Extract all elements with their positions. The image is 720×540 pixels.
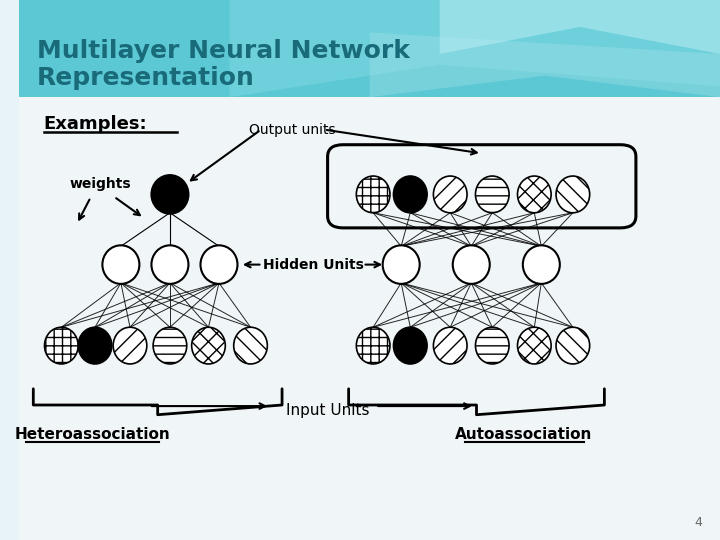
Ellipse shape <box>475 176 509 213</box>
Ellipse shape <box>234 327 267 364</box>
Ellipse shape <box>393 327 427 364</box>
Ellipse shape <box>453 245 490 284</box>
Polygon shape <box>369 32 720 97</box>
Ellipse shape <box>556 176 590 213</box>
Ellipse shape <box>45 327 78 364</box>
Ellipse shape <box>523 245 560 284</box>
Text: Input Units: Input Units <box>286 403 369 418</box>
Ellipse shape <box>151 175 189 214</box>
Ellipse shape <box>200 245 238 284</box>
Ellipse shape <box>153 327 186 364</box>
Text: Output units: Output units <box>249 123 336 137</box>
Text: Hidden Units: Hidden Units <box>263 258 364 272</box>
Ellipse shape <box>102 245 140 284</box>
Ellipse shape <box>356 327 390 364</box>
Ellipse shape <box>151 245 189 284</box>
Ellipse shape <box>433 327 467 364</box>
Text: Examples:: Examples: <box>44 115 148 133</box>
Polygon shape <box>19 0 720 97</box>
Ellipse shape <box>475 327 509 364</box>
Text: Multilayer Neural Network: Multilayer Neural Network <box>37 39 410 63</box>
Text: weights: weights <box>70 177 131 191</box>
Ellipse shape <box>556 327 590 364</box>
Text: Representation: Representation <box>37 66 255 90</box>
Text: Autoassociation: Autoassociation <box>455 427 593 442</box>
Ellipse shape <box>113 327 147 364</box>
Polygon shape <box>440 0 720 54</box>
Ellipse shape <box>382 245 420 284</box>
Text: 4: 4 <box>695 516 703 529</box>
Polygon shape <box>19 97 720 540</box>
Polygon shape <box>230 0 720 97</box>
Ellipse shape <box>78 327 112 364</box>
Ellipse shape <box>356 176 390 213</box>
Ellipse shape <box>518 327 551 364</box>
Text: Heteroassociation: Heteroassociation <box>15 427 171 442</box>
Ellipse shape <box>192 327 225 364</box>
Ellipse shape <box>518 176 551 213</box>
Ellipse shape <box>433 176 467 213</box>
Ellipse shape <box>393 176 427 213</box>
